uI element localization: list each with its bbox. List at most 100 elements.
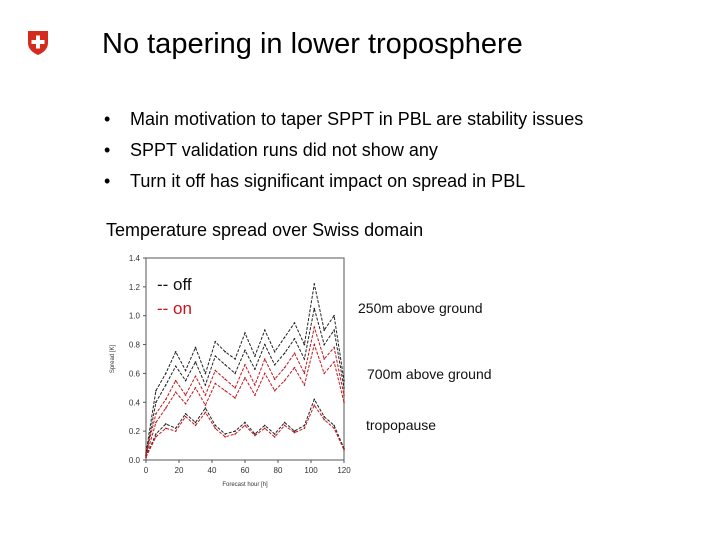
- data-point: [214, 369, 217, 372]
- data-point: [174, 430, 177, 432]
- x-tick-label: 120: [337, 466, 351, 475]
- data-point: [313, 307, 316, 310]
- data-point: [234, 433, 236, 435]
- data-point: [165, 407, 167, 409]
- bullet-list: • Main motivation to taper SPPT in PBL ar…: [104, 104, 583, 197]
- spread-chart: 0.0 0.2 0.4 0.6 0.8 1.0 1.2 1.4 0 20 40 60 80 100 120 F…: [110, 254, 351, 488]
- data-point: [194, 361, 197, 363]
- x-tick-label: 80: [274, 466, 283, 475]
- data-point: [333, 329, 335, 331]
- chart-subtitle: Temperature spread over Swiss domain: [106, 220, 424, 240]
- data-point: [343, 401, 345, 404]
- data-point: [293, 322, 296, 324]
- annotation-250m: 250m above ground: [358, 300, 483, 316]
- data-point: [184, 379, 187, 382]
- x-axis-label: Forecast hour [h]: [222, 482, 268, 488]
- data-point: [273, 433, 276, 435]
- data-point: [204, 384, 207, 386]
- bullet-dot: •: [104, 171, 111, 191]
- data-point: [323, 372, 325, 375]
- series-line: [145, 342, 345, 458]
- data-point: [323, 343, 325, 346]
- data-point: [283, 352, 286, 355]
- data-point: [264, 343, 266, 346]
- bullet-text: SPPT validation runs did not show any: [130, 140, 438, 160]
- data-point: [303, 358, 306, 360]
- data-point: [244, 349, 246, 352]
- data-point: [224, 350, 226, 353]
- y-tick-label: 0.6: [129, 369, 141, 378]
- data-point: [333, 314, 335, 317]
- data-point: [155, 401, 157, 404]
- data-point: [184, 394, 187, 396]
- series-line: [145, 325, 345, 455]
- legend-off: -- off: [157, 275, 192, 294]
- data-point: [165, 427, 167, 430]
- bullet-dot: •: [104, 109, 111, 129]
- data-point: [273, 350, 276, 353]
- data-point: [234, 387, 236, 389]
- annotation-700m: 700m above ground: [367, 366, 492, 382]
- y-tick-label: 0.8: [129, 341, 141, 350]
- data-point: [145, 456, 147, 458]
- data-point: [194, 424, 197, 427]
- data-point: [184, 402, 187, 405]
- data-point: [264, 358, 266, 360]
- data-point: [234, 430, 236, 432]
- data-point: [323, 415, 325, 418]
- data-point: [283, 379, 286, 382]
- data-point: [155, 436, 157, 438]
- data-point: [273, 363, 276, 366]
- data-point: [184, 369, 187, 372]
- series-line: [145, 404, 345, 458]
- data-point: [283, 421, 286, 424]
- data-point: [174, 365, 177, 368]
- data-point: [313, 404, 316, 406]
- data-point: [244, 332, 246, 334]
- data-point: [204, 411, 207, 414]
- data-point: [244, 424, 246, 427]
- bullet-item: • Turn it off has significant impact on s…: [104, 166, 583, 197]
- data-point: [343, 379, 345, 382]
- data-point: [204, 394, 207, 396]
- data-point: [224, 363, 226, 366]
- data-point: [303, 384, 306, 386]
- data-point: [174, 391, 177, 393]
- data-point: [273, 378, 276, 380]
- data-point: [234, 358, 236, 360]
- x-tick-label: 60: [241, 466, 250, 475]
- bullet-dot: •: [104, 140, 111, 160]
- data-point: [283, 366, 286, 369]
- legend-on: -- on: [157, 299, 192, 318]
- data-point: [234, 372, 236, 375]
- data-point: [224, 378, 226, 380]
- data-point: [264, 372, 266, 375]
- data-point: [244, 363, 246, 366]
- data-point: [194, 421, 197, 424]
- data-point: [194, 346, 197, 349]
- data-point: [174, 427, 177, 430]
- data-point: [194, 387, 197, 389]
- data-point: [165, 384, 167, 386]
- x-tick-label: 0: [144, 466, 149, 475]
- data-point: [323, 358, 325, 360]
- x-tick-label: 20: [175, 466, 184, 475]
- y-tick-label: 1.4: [129, 254, 141, 263]
- data-point: [333, 424, 335, 427]
- data-point: [343, 394, 345, 396]
- annotation-tropopause: tropopause: [366, 417, 437, 433]
- bullet-item: • Main motivation to taper SPPT in PBL ar…: [104, 104, 583, 135]
- bullet-text: Main motivation to taper SPPT in PBL are…: [130, 109, 584, 129]
- data-point: [204, 372, 207, 375]
- y-tick-label: 1.0: [129, 312, 141, 321]
- data-point: [293, 431, 296, 434]
- data-point: [254, 384, 256, 386]
- bullet-item: • SPPT validation runs did not show any: [104, 135, 583, 166]
- y-tick-label: 0.0: [129, 456, 141, 465]
- data-point: [155, 389, 157, 392]
- data-point: [234, 397, 236, 399]
- data-point: [184, 413, 187, 415]
- data-point: [155, 433, 157, 435]
- data-point: [293, 338, 296, 340]
- data-point: [224, 436, 226, 438]
